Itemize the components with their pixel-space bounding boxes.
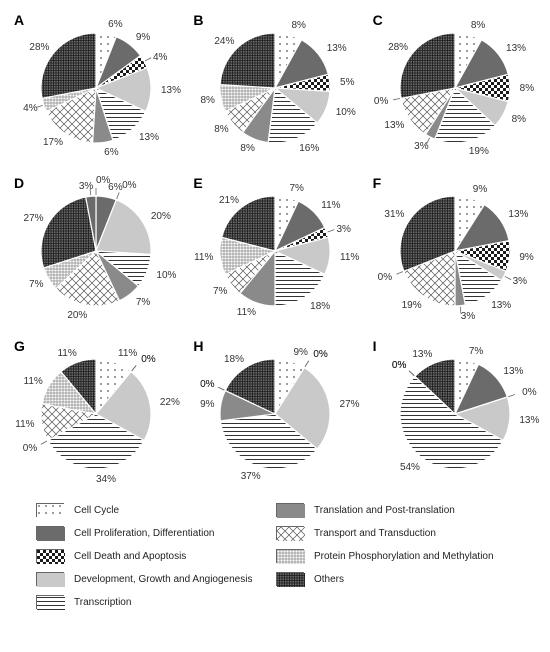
- legend-label: Protein Phosphorylation and Methylation: [314, 551, 494, 562]
- legend-item-others: Others: [276, 572, 514, 586]
- legend-label: Cell Proliferation, Differentiation: [74, 528, 214, 539]
- pie-chart: [395, 354, 515, 474]
- legend-label: Transcription: [74, 597, 131, 608]
- legend-swatch: [36, 526, 64, 540]
- legend-swatch: [36, 549, 64, 563]
- slice-label: 8%: [520, 83, 534, 94]
- pie-slice-others: [400, 33, 455, 98]
- chart-letter: E: [193, 175, 202, 191]
- chart-i: I7%13%0%13%54%0%0%0%13%: [369, 336, 539, 491]
- legend: Cell Cycle Translation and Post-translati…: [0, 491, 550, 619]
- chart-letter: I: [373, 338, 377, 354]
- legend-item-cell_death: Cell Death and Apoptosis: [36, 549, 274, 563]
- slice-label: 3%: [336, 224, 350, 235]
- slice-label: 0%: [122, 180, 136, 191]
- slice-label: 22%: [160, 397, 180, 408]
- slice-label: 11%: [194, 252, 213, 263]
- slice-label: 20%: [67, 310, 87, 321]
- slice-label: 9%: [200, 399, 214, 410]
- pie-chart: [36, 191, 156, 311]
- chart-letter: A: [14, 12, 24, 28]
- chart-letter: D: [14, 175, 24, 191]
- chart-g: G11%0%0%22%34%0%11%11%11%: [10, 336, 180, 491]
- slice-label: 27%: [340, 399, 360, 410]
- chart-letter: C: [373, 12, 383, 28]
- legend-label: Cell Cycle: [74, 505, 119, 516]
- slice-label: 11%: [340, 252, 359, 263]
- pie-slice-others: [220, 33, 275, 88]
- slice-label: 3%: [461, 311, 475, 322]
- legend-swatch: [36, 595, 64, 609]
- chart-letter: B: [193, 12, 203, 28]
- chart-d: D0%6%0%20%10%7%20%7%27%3%: [10, 173, 180, 328]
- legend-item-translation: Translation and Post-translation: [276, 503, 514, 517]
- slice-label: 8%: [200, 95, 214, 106]
- legend-swatch: [276, 526, 304, 540]
- chart-e: E7%11%3%11%18%11%7%11%21%: [189, 173, 359, 328]
- legend-swatch: [36, 572, 64, 586]
- legend-item-cell_cycle: Cell Cycle: [36, 503, 274, 517]
- chart-letter: F: [373, 175, 382, 191]
- legend-swatch: [276, 503, 304, 517]
- slice-label: 13%: [519, 415, 539, 426]
- legend-label: Cell Death and Apoptosis: [74, 551, 186, 562]
- legend-item-cell_prolif: Cell Proliferation, Differentiation: [36, 526, 274, 540]
- legend-item-development: Development, Growth and Angiogenesis: [36, 572, 274, 586]
- pie-chart: [395, 28, 515, 148]
- pie-slice-others: [41, 33, 96, 98]
- slice-label: 10%: [336, 107, 356, 118]
- legend-swatch: [36, 503, 64, 517]
- legend-swatch: [276, 572, 304, 586]
- slice-label: 0%: [200, 379, 214, 390]
- slice-label: 10%: [156, 270, 176, 281]
- legend-label: Development, Growth and Angiogenesis: [74, 574, 252, 585]
- legend-label: Transport and Transduction: [314, 528, 436, 539]
- slice-label: 6%: [104, 147, 118, 158]
- slice-label: 13%: [161, 85, 181, 96]
- legend-item-transcription: Transcription: [36, 595, 274, 609]
- pie-chart: [215, 28, 335, 148]
- slice-label: 9%: [519, 252, 533, 263]
- legend-item-protein_phos: Protein Phosphorylation and Methylation: [276, 549, 514, 563]
- pie-chart: [215, 191, 335, 311]
- pie-chart: [395, 191, 515, 311]
- pie-chart: [215, 354, 335, 474]
- legend-swatch: [276, 549, 304, 563]
- slice-label: 34%: [96, 474, 116, 485]
- slice-label: 0%: [374, 96, 388, 107]
- chart-a: A6%9%4%13%13%6%17%4%28%: [10, 10, 180, 165]
- chart-letter: H: [193, 338, 203, 354]
- legend-label: Translation and Post-translation: [314, 505, 455, 516]
- charts-grid: A6%9%4%13%13%6%17%4%28%B8%13%5%10%16%8%8…: [0, 0, 550, 491]
- chart-letter: G: [14, 338, 25, 354]
- chart-f: F9%13%9%3%13%3%19%0%31%: [369, 173, 539, 328]
- slice-label: 19%: [469, 146, 489, 157]
- slice-label: 3%: [513, 276, 527, 287]
- legend-item-transport: Transport and Transduction: [276, 526, 514, 540]
- chart-c: C8%13%8%8%19%3%13%0%28%: [369, 10, 539, 165]
- slice-label: 5%: [340, 77, 354, 88]
- slice-label: 0%: [522, 387, 536, 398]
- slice-label: 0%: [378, 272, 392, 283]
- pie-chart: [36, 28, 156, 148]
- pie-chart: [36, 354, 156, 474]
- chart-h: H9%0%0%27%37%9%0%0%18%: [189, 336, 359, 491]
- slice-label: 11%: [15, 419, 34, 430]
- legend-label: Others: [314, 574, 344, 585]
- chart-b: B8%13%5%10%16%8%8%8%24%: [189, 10, 359, 165]
